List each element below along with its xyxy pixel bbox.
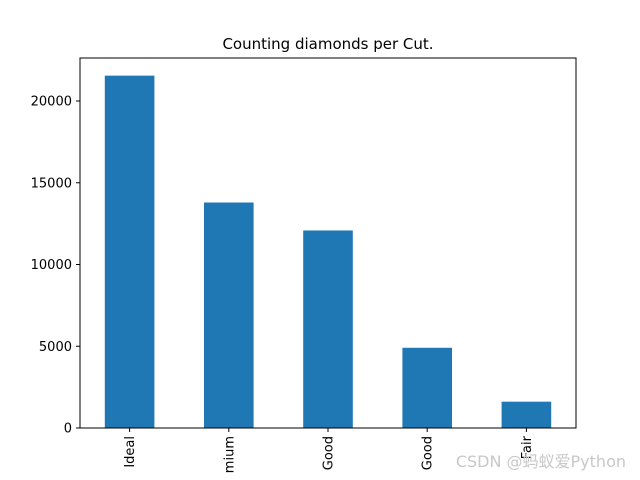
x-tick-label: Fair — [520, 435, 535, 459]
bars-layer — [104, 75, 552, 428]
bar-fair — [501, 401, 552, 428]
y-tick-label: 20000 — [31, 95, 72, 110]
y-tick-label: 10000 — [31, 258, 72, 273]
y-tick-label: 0 — [64, 422, 72, 437]
plot-frame — [79, 57, 577, 429]
x-tick-label: Good — [421, 436, 436, 470]
y-axis: 0 5000 10000 15000 20000 — [31, 95, 80, 437]
watermark: CSDN @蚂蚁爱Python — [455, 452, 626, 471]
bar-ideal — [104, 75, 155, 428]
x-tick-label: Ideal — [123, 436, 138, 468]
x-axis: Ideal mium Good Good Fair — [123, 428, 535, 473]
bar-premium — [204, 202, 254, 428]
bar-good — [402, 347, 452, 428]
x-tick-label: mium — [222, 436, 237, 473]
y-tick-label: 5000 — [39, 340, 72, 355]
y-tick-label: 15000 — [31, 176, 72, 191]
x-tick-label: Good — [322, 436, 337, 470]
chart-title: Counting diamonds per Cut. — [222, 35, 433, 53]
bar-very-good — [303, 230, 353, 428]
